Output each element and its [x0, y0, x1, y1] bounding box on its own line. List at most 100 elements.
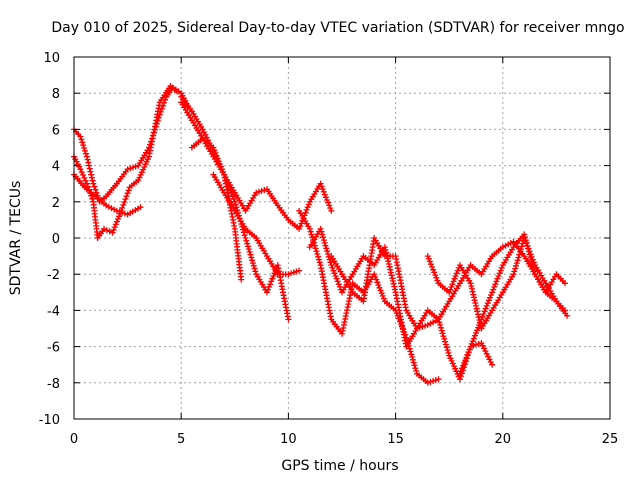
- data-point-marker: [341, 319, 348, 325]
- data-point-marker: [475, 340, 482, 347]
- data-point-marker: [432, 377, 439, 384]
- x-tick-label: 15: [387, 432, 404, 447]
- data-point-marker: [489, 289, 496, 296]
- data-point-marker: [345, 298, 352, 305]
- data-point-marker: [383, 249, 390, 256]
- data-point-marker: [513, 262, 519, 269]
- data-point-marker: [77, 166, 84, 173]
- data-point-marker: [266, 283, 273, 290]
- data-point-marker: [323, 245, 330, 252]
- data-point-marker: [297, 223, 304, 230]
- data-point-marker: [87, 168, 94, 175]
- data-point-marker: [137, 204, 144, 211]
- data-point-marker: [427, 320, 434, 327]
- data-point-marker: [414, 325, 420, 332]
- data-point-marker: [379, 292, 386, 299]
- series-line: [180, 96, 332, 231]
- data-point-marker: [437, 322, 444, 328]
- data-point-marker: [409, 356, 416, 363]
- data-point-marker: [473, 341, 479, 348]
- data-point-marker: [409, 354, 416, 360]
- data-point-marker: [253, 189, 260, 196]
- data-point-marker: [265, 286, 271, 293]
- data-point-marker: [459, 365, 466, 372]
- data-point-marker: [250, 262, 257, 269]
- data-point-marker: [302, 209, 309, 216]
- data-point-marker: [247, 251, 254, 258]
- x-tick-label: 20: [495, 432, 512, 447]
- data-point-marker: [438, 324, 444, 331]
- data-point-marker: [344, 307, 350, 314]
- data-point-marker: [312, 245, 319, 252]
- data-point-marker: [514, 257, 521, 264]
- data-point-marker: [371, 271, 378, 278]
- data-point-marker: [517, 246, 524, 253]
- data-point-marker: [471, 332, 478, 339]
- series-arc-12: [456, 231, 568, 377]
- data-point-marker: [105, 203, 112, 210]
- data-point-marker: [526, 251, 533, 258]
- data-point-marker: [428, 261, 434, 268]
- data-point-marker: [106, 228, 113, 235]
- data-point-marker: [449, 281, 456, 288]
- data-point-marker: [228, 190, 235, 197]
- data-point-marker: [211, 147, 218, 154]
- data-point-marker: [462, 357, 469, 364]
- data-point-marker: [261, 187, 268, 193]
- data-point-marker: [484, 300, 491, 307]
- data-point-marker: [268, 278, 275, 285]
- data-point-marker: [124, 190, 131, 197]
- data-point-marker: [388, 272, 395, 279]
- data-point-marker: [83, 180, 90, 187]
- data-point-marker: [322, 194, 329, 201]
- data-point-marker: [493, 278, 500, 285]
- data-point-marker: [490, 286, 497, 293]
- data-point-marker: [523, 239, 530, 246]
- data-point-marker: [461, 359, 468, 366]
- data-point-marker: [252, 268, 259, 275]
- data-point-marker: [103, 227, 110, 234]
- y-tick-label: 2: [52, 196, 60, 211]
- data-point-marker: [314, 251, 321, 257]
- data-point-marker: [491, 283, 498, 290]
- data-point-marker: [242, 235, 249, 241]
- data-point-marker: [82, 150, 89, 157]
- data-point-marker: [524, 242, 531, 249]
- data-point-marker: [85, 159, 92, 166]
- data-point-marker: [387, 266, 394, 273]
- data-point-marker: [453, 270, 460, 277]
- data-point-marker: [468, 340, 475, 347]
- data-point-marker: [267, 281, 274, 288]
- data-point-marker: [317, 180, 324, 187]
- data-point-marker: [322, 242, 329, 249]
- data-point-marker: [321, 191, 328, 198]
- data-point-marker: [513, 260, 520, 267]
- data-point-marker: [473, 330, 479, 336]
- data-point-marker: [113, 207, 120, 214]
- data-point-marker: [121, 210, 128, 217]
- data-point-marker: [488, 292, 494, 298]
- data-point-marker: [372, 273, 379, 280]
- y-axis-title: SDTVAR / TECUs: [8, 181, 24, 296]
- data-point-marker: [120, 202, 127, 208]
- y-tick-label: 8: [52, 87, 60, 102]
- data-point-marker: [109, 229, 116, 236]
- data-point-marker: [320, 188, 327, 195]
- data-point-marker: [427, 378, 434, 385]
- data-point-marker: [86, 165, 93, 172]
- data-point-marker: [522, 234, 528, 241]
- data-point-marker: [470, 335, 477, 342]
- data-point-marker: [315, 256, 322, 263]
- data-point-marker: [88, 174, 95, 181]
- data-point-marker: [440, 333, 447, 340]
- data-point-marker: [319, 231, 326, 238]
- data-point-marker: [311, 242, 318, 249]
- data-point-marker: [313, 248, 320, 255]
- data-point-marker: [531, 268, 538, 275]
- data-point-marker: [298, 220, 305, 227]
- data-point-marker: [517, 248, 524, 255]
- data-point-marker: [390, 280, 397, 287]
- series-arc-10: [328, 235, 568, 332]
- data-point-marker: [381, 244, 388, 251]
